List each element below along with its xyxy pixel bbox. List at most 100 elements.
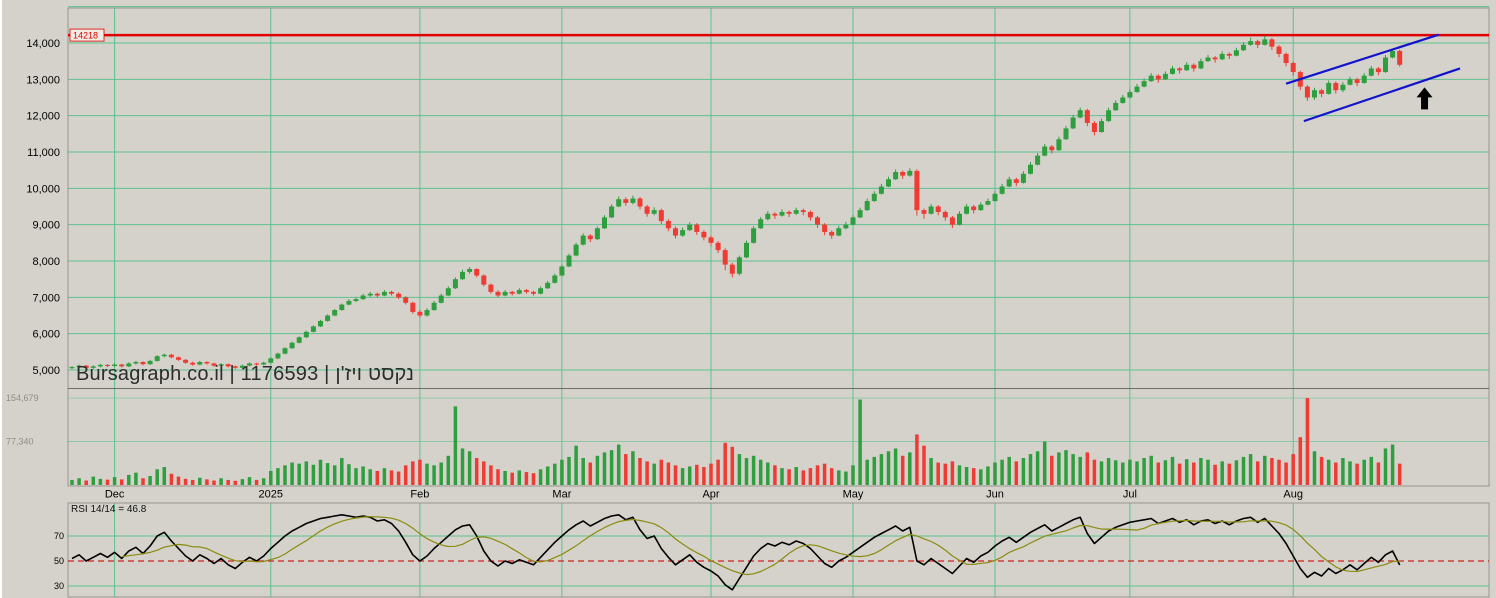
volume-bar xyxy=(602,452,607,485)
candle xyxy=(573,244,579,256)
volume-bar xyxy=(794,467,798,485)
volume-bar xyxy=(908,452,912,485)
price-tick-label: 6,000 xyxy=(32,329,60,341)
candle xyxy=(339,304,345,311)
volume-bar xyxy=(893,448,898,485)
rsi-midline-label: 50 xyxy=(54,556,64,566)
volume-bar xyxy=(829,468,834,485)
volume-bar xyxy=(1270,458,1274,485)
candle xyxy=(857,210,863,218)
volume-bar xyxy=(141,478,145,485)
candle xyxy=(76,365,82,368)
trend-channel-line[interactable] xyxy=(1285,33,1440,85)
volume-bar xyxy=(91,476,96,485)
volume-bar xyxy=(460,448,465,485)
rsi-level-label: 30 xyxy=(54,581,64,591)
volume-bar xyxy=(986,466,990,485)
candle xyxy=(1020,173,1026,183)
candle xyxy=(623,199,629,203)
volume-bar xyxy=(1213,464,1217,485)
rsi-signal-line xyxy=(121,515,1400,576)
candle xyxy=(1283,53,1289,63)
volume-bar xyxy=(375,470,380,485)
candle xyxy=(247,363,252,366)
volume-bar xyxy=(70,479,74,485)
volume-bar xyxy=(1397,463,1402,485)
candle xyxy=(204,362,210,364)
volume-bar xyxy=(1021,458,1026,485)
rsi-level-label: 70 xyxy=(54,531,64,541)
up-arrow-annotation[interactable] xyxy=(1416,87,1433,110)
volume-bar xyxy=(1085,452,1090,485)
candle xyxy=(871,193,877,202)
candle xyxy=(1312,90,1317,98)
candle xyxy=(1084,110,1090,123)
candle xyxy=(680,230,686,236)
candle xyxy=(1347,79,1353,85)
volume-bar xyxy=(1312,451,1317,485)
candle xyxy=(893,171,899,180)
volume-bar xyxy=(1042,441,1047,485)
candle xyxy=(474,268,480,276)
candle xyxy=(886,179,891,187)
candle xyxy=(353,299,359,301)
volume-bar xyxy=(297,463,301,485)
candle xyxy=(864,201,870,211)
volume-bar xyxy=(226,479,230,485)
volume-bar xyxy=(155,469,159,485)
volume-bar xyxy=(1014,461,1019,485)
volume-bar xyxy=(169,473,174,485)
volume-bar xyxy=(1241,456,1246,485)
volume-bar xyxy=(758,459,763,485)
candle xyxy=(360,295,366,300)
volume-bar xyxy=(1113,460,1118,485)
candle xyxy=(992,193,998,202)
volume-bar xyxy=(496,469,500,485)
candle xyxy=(424,310,430,316)
volume-bar xyxy=(702,467,706,485)
candle xyxy=(964,206,970,214)
candle xyxy=(126,363,132,367)
candle xyxy=(1226,53,1232,56)
volume-bar xyxy=(205,479,209,485)
candle xyxy=(921,210,927,214)
candle xyxy=(1319,90,1325,94)
candle xyxy=(1035,155,1041,165)
volume-bar xyxy=(1334,462,1338,485)
volume-bar xyxy=(1078,456,1082,485)
volume-bar xyxy=(773,465,777,485)
volume-bar xyxy=(780,468,784,485)
candle xyxy=(822,224,828,232)
candle xyxy=(1042,146,1048,156)
candle xyxy=(1013,179,1019,183)
volume-bar xyxy=(1234,460,1239,485)
volume-bar xyxy=(290,462,294,485)
volume-bar xyxy=(1163,460,1168,485)
trend-channel-line[interactable] xyxy=(1303,67,1461,123)
volume-bar xyxy=(1007,456,1011,485)
candle xyxy=(765,213,771,220)
volume-bar xyxy=(1255,461,1260,485)
volume-bar xyxy=(276,468,280,485)
candle xyxy=(495,291,501,296)
candle xyxy=(957,213,962,225)
volume-bar xyxy=(624,454,628,485)
candle xyxy=(1177,68,1183,71)
volume-bar xyxy=(1390,444,1395,485)
volume-bar xyxy=(1106,458,1111,485)
candle xyxy=(225,364,231,367)
candle xyxy=(673,228,678,236)
candle xyxy=(1077,110,1083,118)
volume-bar xyxy=(261,478,266,485)
candle xyxy=(935,206,941,212)
volume-bar xyxy=(680,468,685,485)
candle xyxy=(1170,68,1175,74)
volume-bar xyxy=(1149,455,1153,485)
volume-bar xyxy=(148,476,152,485)
volume-bar xyxy=(851,465,855,485)
candle xyxy=(325,315,331,321)
volume-bar xyxy=(254,479,259,485)
candle xyxy=(708,237,714,243)
candle xyxy=(729,264,735,274)
